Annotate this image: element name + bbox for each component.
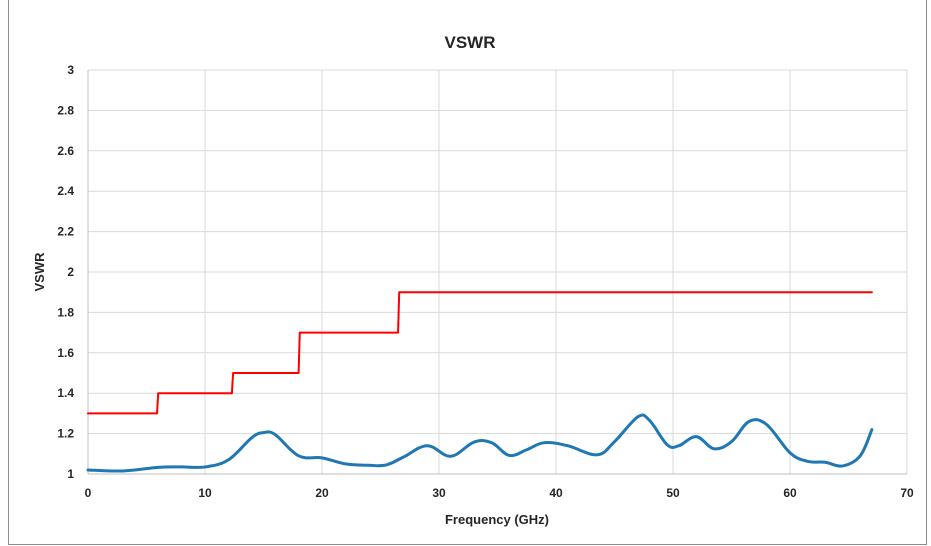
- x-axis-title: Frequency (GHz): [445, 512, 549, 527]
- y-tick-label: 2.8: [57, 103, 74, 117]
- x-tick-label: 70: [900, 486, 914, 500]
- x-tick-label: 0: [85, 486, 92, 500]
- y-axis-title: VSWR: [32, 252, 47, 292]
- chart-title: VSWR: [445, 33, 496, 52]
- y-tick-label: 1.8: [57, 305, 74, 319]
- y-tick-label: 1.2: [57, 427, 74, 441]
- y-axis-ticks: 1 1.2 1.4 1.6 1.8 2 2.2 2.4 2.6 2.8 3: [57, 63, 74, 481]
- x-tick-label: 30: [432, 486, 446, 500]
- y-tick-label: 2: [67, 265, 74, 279]
- chart-frame: [8, 0, 927, 545]
- y-tick-label: 1.4: [57, 386, 74, 400]
- x-tick-label: 60: [783, 486, 797, 500]
- y-tick-label: 2.6: [57, 144, 74, 158]
- x-axis-ticks: 0 10 20 30 40 50 60 70: [85, 486, 914, 500]
- grid: [87, 69, 908, 475]
- x-tick-label: 40: [549, 486, 563, 500]
- y-tick-label: 3: [67, 63, 74, 77]
- y-tick-label: 1: [67, 467, 74, 481]
- x-tick-label: 10: [198, 486, 212, 500]
- y-tick-label: 2.2: [57, 225, 74, 239]
- vswr-limit-line: [87, 291, 873, 415]
- measured-vswr-line: [86, 413, 874, 473]
- x-tick-label: 20: [315, 486, 329, 500]
- series-layer: [86, 291, 874, 473]
- y-tick-label: 1.6: [57, 346, 74, 360]
- y-tick-label: 2.4: [57, 184, 74, 198]
- x-tick-label: 50: [666, 486, 680, 500]
